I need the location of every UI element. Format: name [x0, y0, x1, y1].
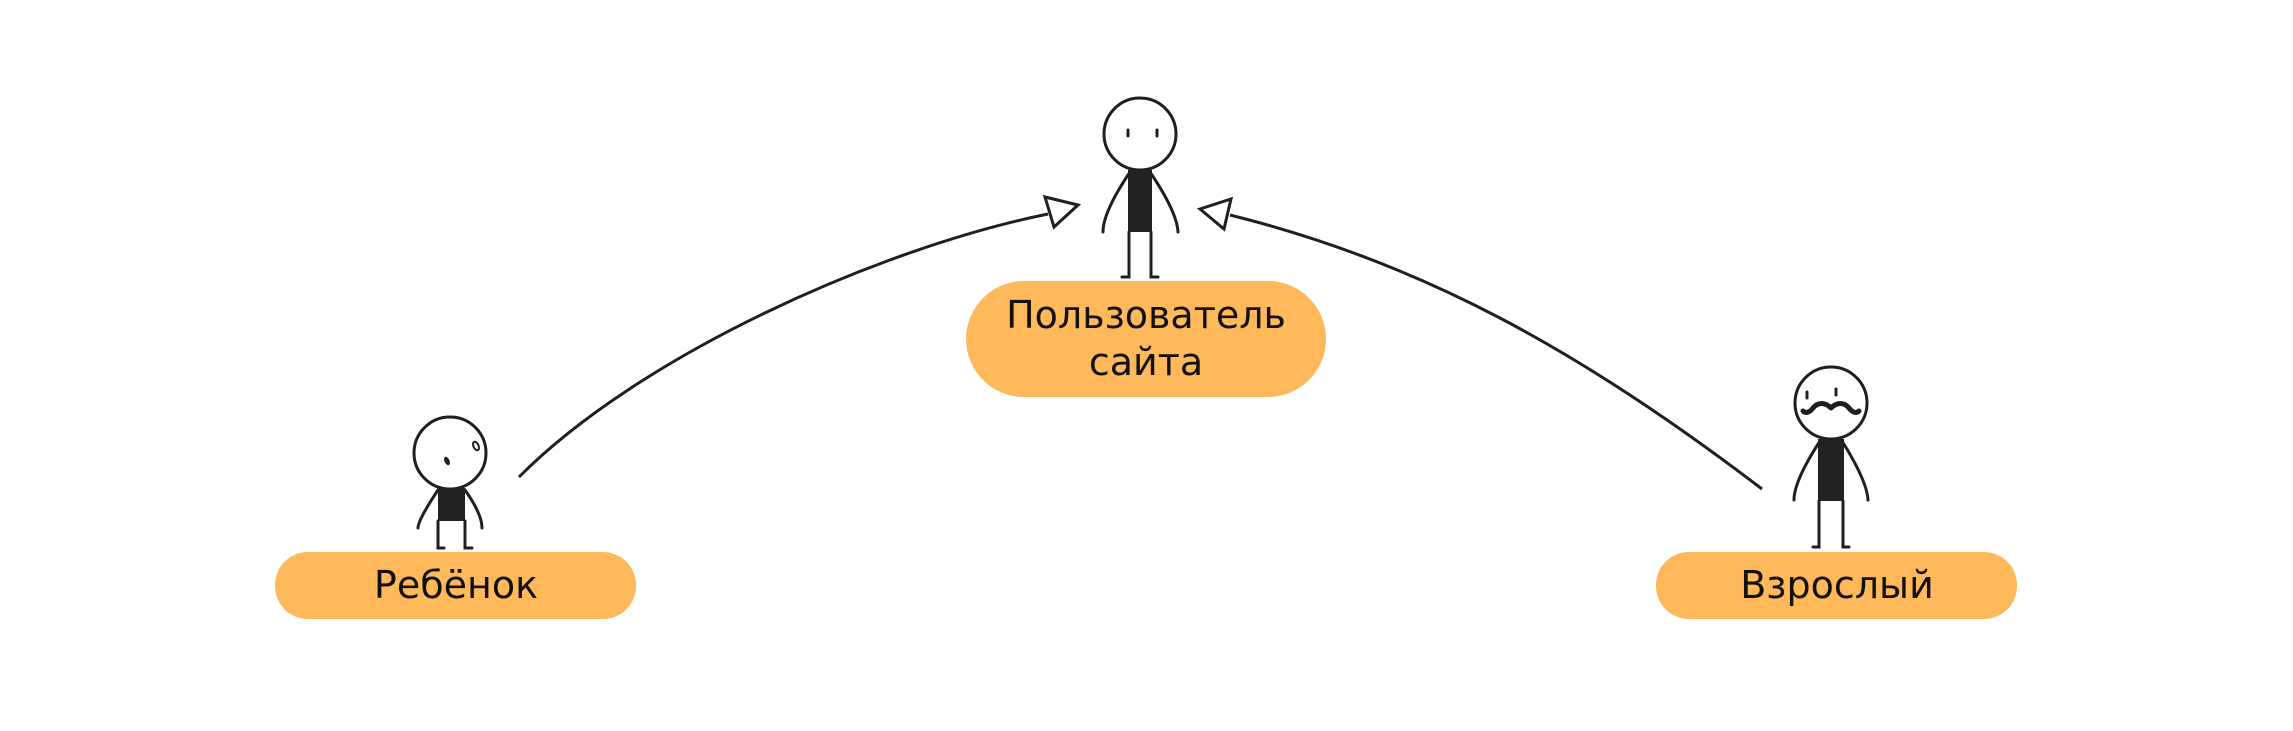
actor-adult-leg-left — [1811, 499, 1821, 549]
arrow-child-line — [517, 212, 1049, 479]
actor-child-eye-right — [472, 440, 480, 452]
use-case-adult-pill: Взрослый — [1656, 552, 2017, 619]
use-case-child-label: Ребёнок — [374, 563, 538, 607]
actor-user-head — [1102, 96, 1178, 172]
actor-child-leg-left — [436, 519, 446, 550]
use-case-user-label-line2: сайта — [1089, 340, 1203, 384]
actor-adult-figure — [1792, 365, 1870, 549]
actor-adult-leg-right — [1841, 499, 1851, 549]
actor-user-leg-left — [1120, 230, 1131, 279]
actor-user-figure — [1101, 96, 1180, 279]
actor-child-head — [412, 415, 488, 491]
arrow-adult-to-user — [1196, 196, 1763, 491]
actor-child-torso — [438, 488, 465, 521]
actor-child-leg-right — [463, 519, 474, 550]
actor-adult-arm-left — [1792, 439, 1822, 502]
actor-child-arm-left — [416, 488, 440, 530]
actor-child-arm-right — [463, 488, 484, 530]
use-case-user-label-line1: Пользователь — [1006, 293, 1286, 337]
actor-child-figure — [412, 415, 488, 550]
use-case-adult-label: Взрослый — [1740, 563, 1934, 607]
use-case-child-pill: Ребёнок — [275, 552, 636, 619]
actor-user-torso — [1128, 170, 1152, 232]
use-case-child-pill-shape — [275, 552, 636, 619]
actor-adult-mustache — [1800, 401, 1862, 415]
arrow-child-head — [1042, 194, 1082, 230]
actor-child-eye-left — [444, 456, 450, 466]
actor-user-arm-left — [1101, 170, 1132, 234]
arrow-adult-head — [1196, 196, 1234, 232]
use-case-adult-pill-shape — [1656, 552, 2017, 619]
actor-adult-torso — [1818, 439, 1844, 501]
use-case-user-pill-shape — [966, 281, 1326, 397]
actor-adult-head — [1793, 365, 1869, 441]
arrow-adult-line — [1229, 213, 1763, 491]
actor-adult-arm-right — [1840, 439, 1870, 502]
use-case-user-pill: Пользователь сайта — [966, 281, 1326, 397]
arrow-child-to-user — [517, 194, 1082, 479]
actor-user-arm-right — [1148, 170, 1180, 234]
actor-user-leg-right — [1149, 230, 1160, 279]
